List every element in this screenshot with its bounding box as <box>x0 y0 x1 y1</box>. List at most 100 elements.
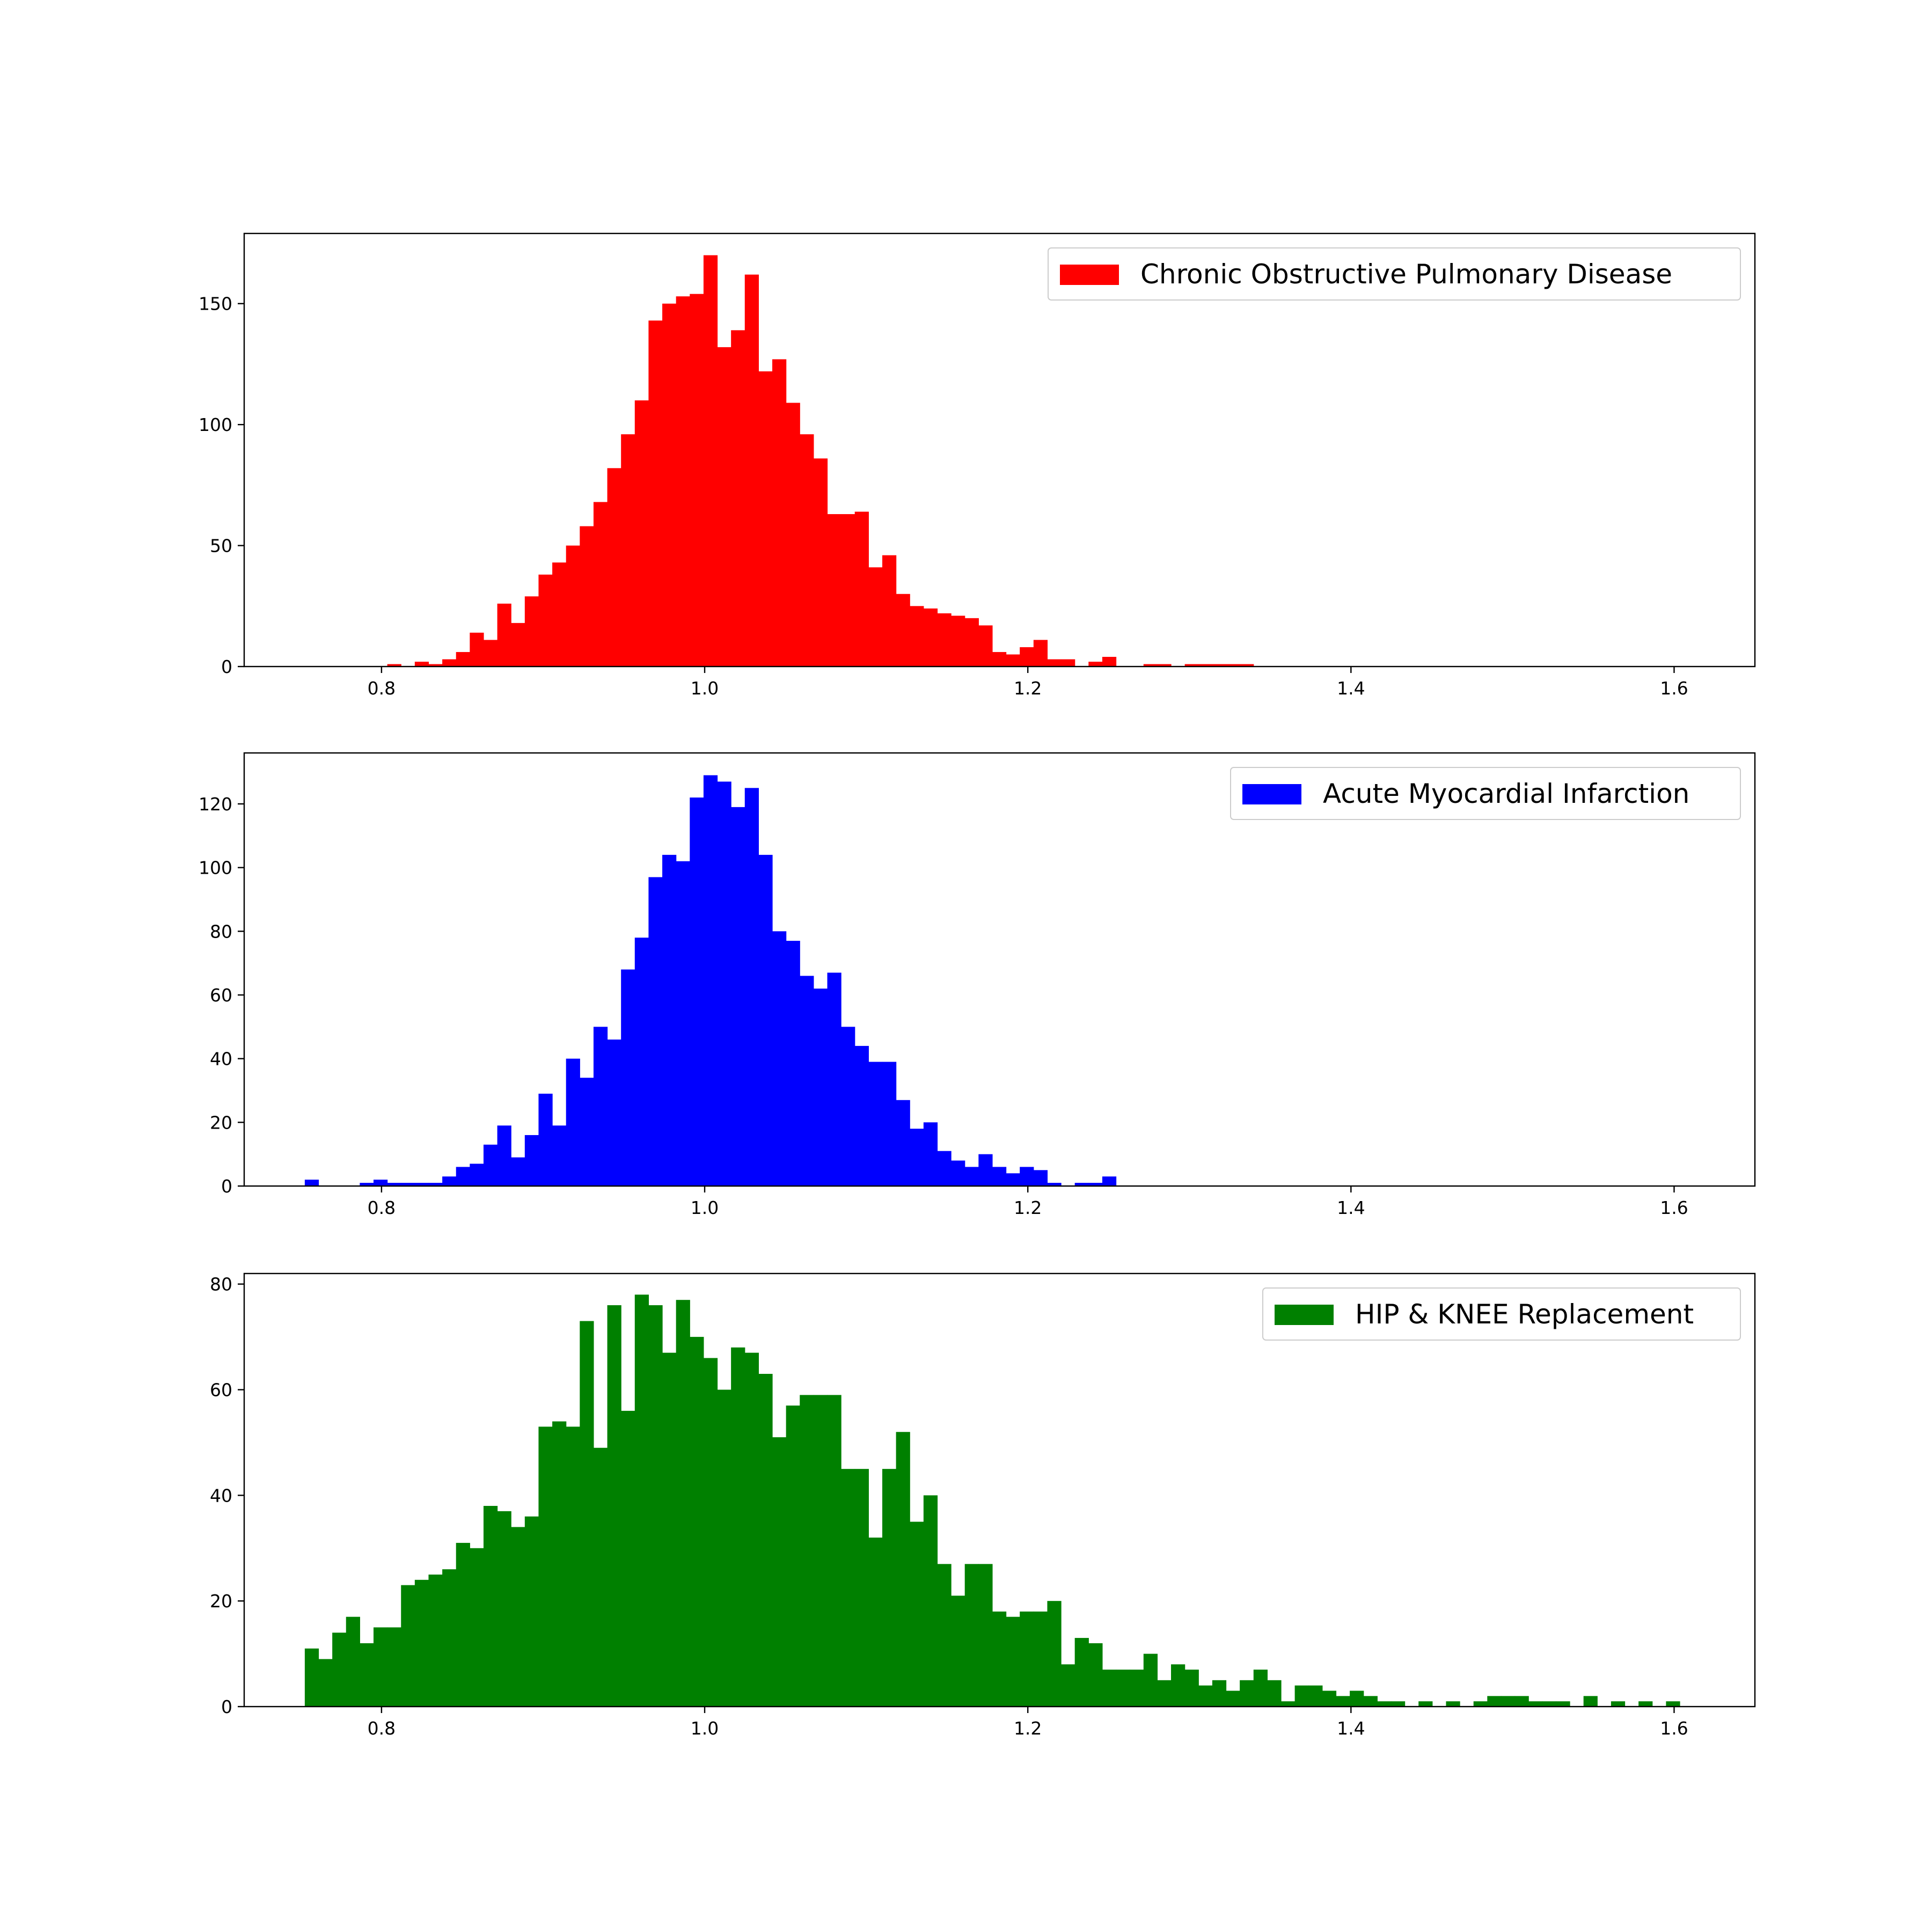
histogram-bar <box>731 807 745 1186</box>
histogram-bar <box>580 526 594 667</box>
histogram-bar <box>758 854 773 1186</box>
y-tick-label: 100 <box>199 858 232 879</box>
y-tick-label: 60 <box>210 985 232 1006</box>
y-tick-label: 50 <box>210 536 232 557</box>
histogram-bar <box>1020 1611 1034 1707</box>
histogram-bar <box>731 330 745 667</box>
histogram-bar <box>1074 1638 1089 1707</box>
histogram-bar <box>414 661 429 667</box>
histogram-bar <box>387 664 401 667</box>
legend-swatch <box>1242 784 1301 804</box>
y-tick-label: 0 <box>221 656 232 677</box>
histogram-bar <box>470 1163 484 1186</box>
histogram-bar <box>538 574 553 667</box>
x-tick-label: 0.8 <box>368 1197 396 1218</box>
y-tick-label: 150 <box>199 294 232 314</box>
histogram-bar <box>621 434 635 667</box>
histogram-bar <box>717 347 731 667</box>
histogram-bar <box>524 1135 539 1186</box>
histogram-bar <box>800 976 814 1186</box>
legend-label: Acute Myocardial Infarction <box>1323 778 1689 809</box>
histogram-bar <box>937 1564 952 1707</box>
histogram-bar <box>690 797 704 1186</box>
histogram-bar <box>580 1078 594 1186</box>
histogram-bar <box>1501 1696 1516 1707</box>
histogram-bar <box>1033 1170 1048 1186</box>
histogram-bar <box>1556 1701 1570 1707</box>
legend-swatch <box>1060 265 1119 285</box>
histogram-bar <box>648 1305 663 1707</box>
histogram-bar <box>882 1062 897 1186</box>
histogram-bar <box>634 400 649 667</box>
histogram-bar <box>1006 654 1020 667</box>
histogram-bar <box>1583 1696 1598 1707</box>
histogram-bar <box>800 1395 814 1707</box>
y-tick-label: 100 <box>199 414 232 435</box>
histogram-bar <box>951 1596 965 1707</box>
histogram-bar <box>923 1122 938 1186</box>
histogram-bar <box>868 1062 883 1186</box>
x-tick-label: 1.0 <box>691 678 719 699</box>
histogram-bar <box>827 1395 841 1707</box>
histogram-bar <box>593 1027 608 1186</box>
histogram-bar <box>676 1300 690 1707</box>
histogram-bar <box>854 1469 869 1707</box>
histogram-bar <box>414 1579 429 1707</box>
x-tick-label: 1.4 <box>1337 678 1365 699</box>
histogram-bar <box>1143 1653 1158 1707</box>
histogram-bar <box>497 1125 511 1186</box>
histogram-bar <box>552 562 567 667</box>
histogram-bar <box>1006 1616 1020 1707</box>
histogram-bar <box>910 1129 924 1186</box>
histogram-bar <box>1363 1696 1378 1707</box>
x-tick-label: 1.0 <box>691 1718 719 1739</box>
histogram-bar <box>634 938 649 1186</box>
histogram-bar <box>470 632 484 667</box>
histogram-bar <box>1088 1643 1103 1707</box>
histogram-bar <box>758 1373 773 1707</box>
histogram-bar <box>813 458 828 667</box>
x-tick-label: 1.0 <box>691 1197 719 1218</box>
histogram-bar <box>1377 1701 1392 1707</box>
histogram-bar <box>634 1294 649 1707</box>
histogram-bar <box>662 1352 677 1707</box>
histogram-bar <box>1391 1701 1406 1707</box>
histogram-bar <box>690 294 704 667</box>
x-tick-label: 1.6 <box>1660 1197 1688 1218</box>
histogram-bar <box>1280 1701 1296 1707</box>
histogram-bar <box>428 664 443 667</box>
histogram-bar <box>593 502 608 667</box>
histogram-bar <box>497 603 511 667</box>
histogram-bar <box>304 1648 319 1707</box>
histogram-bar <box>882 555 897 667</box>
histogram-bar <box>1294 1685 1309 1707</box>
histogram-bar <box>1226 664 1240 667</box>
x-tick-label: 0.8 <box>368 678 396 699</box>
histogram-bar <box>1061 659 1075 667</box>
histogram-bar <box>717 1389 731 1707</box>
histogram-bar <box>538 1093 553 1186</box>
histogram-bar <box>662 854 677 1186</box>
histogram-bar <box>401 1585 415 1707</box>
histogram-bar <box>841 514 855 667</box>
histogram-bar <box>1212 1680 1227 1707</box>
histogram-bar <box>1020 647 1034 667</box>
legend-ami: Acute Myocardial Infarction <box>1230 767 1741 820</box>
histogram-bar <box>483 1144 498 1186</box>
y-tick-label: 0 <box>221 1696 232 1717</box>
histogram-bar <box>552 1421 567 1707</box>
histogram-bar <box>428 1183 443 1186</box>
histogram-bar <box>1240 1680 1254 1707</box>
histogram-panel-ami: 0.8 1.0 1.2 1.4 1.6 0 20 40 60 80 100 120 Acute Myoc… <box>199 752 1756 1218</box>
histogram-bars <box>387 255 1254 667</box>
histogram-bar <box>772 931 787 1186</box>
histogram-bar <box>703 255 718 667</box>
histogram-bar <box>483 640 498 667</box>
histogram-bar <box>524 596 539 667</box>
histogram-bar <box>456 1542 470 1707</box>
histogram-bar <box>1061 1664 1075 1707</box>
histogram-bar <box>1074 1183 1089 1186</box>
histogram-bar <box>442 659 457 667</box>
x-tick-label: 1.4 <box>1337 1197 1365 1218</box>
histogram-bar <box>1047 1601 1062 1707</box>
